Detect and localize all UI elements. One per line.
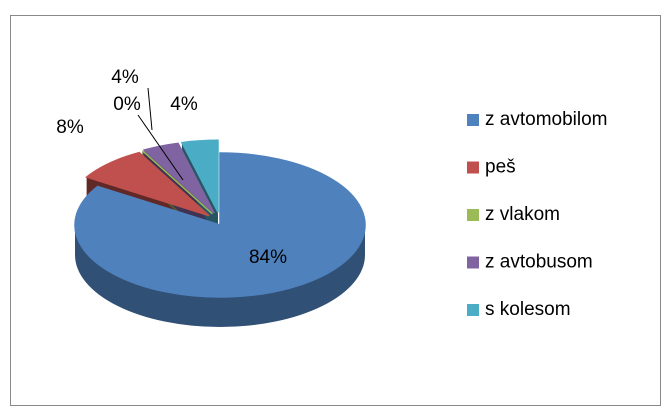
legend-label: z vlakom — [485, 204, 560, 225]
slice-wall — [75, 225, 365, 327]
slice — [180, 139, 219, 213]
legend-swatch — [467, 114, 479, 126]
legend-swatch — [467, 161, 479, 174]
slice — [74, 152, 366, 298]
leader-line — [147, 87, 153, 131]
slice — [141, 150, 213, 215]
slice — [85, 151, 210, 217]
data-label: 84% — [249, 247, 287, 268]
legend-swatch — [467, 304, 479, 316]
legend-label: z avtobusom — [485, 252, 593, 273]
legend-swatch — [467, 209, 479, 221]
data-label: 4% — [111, 67, 139, 88]
legend-label: peš — [485, 157, 516, 178]
data-label: 0% — [113, 94, 141, 115]
leader-line — [137, 114, 184, 181]
legend-swatch — [467, 256, 479, 269]
slice — [142, 142, 215, 214]
data-label: 4% — [170, 94, 198, 115]
legend-label: s kolesom — [485, 299, 571, 320]
legend-label: z avtomobilom — [485, 109, 608, 130]
data-label: 8% — [56, 117, 84, 138]
